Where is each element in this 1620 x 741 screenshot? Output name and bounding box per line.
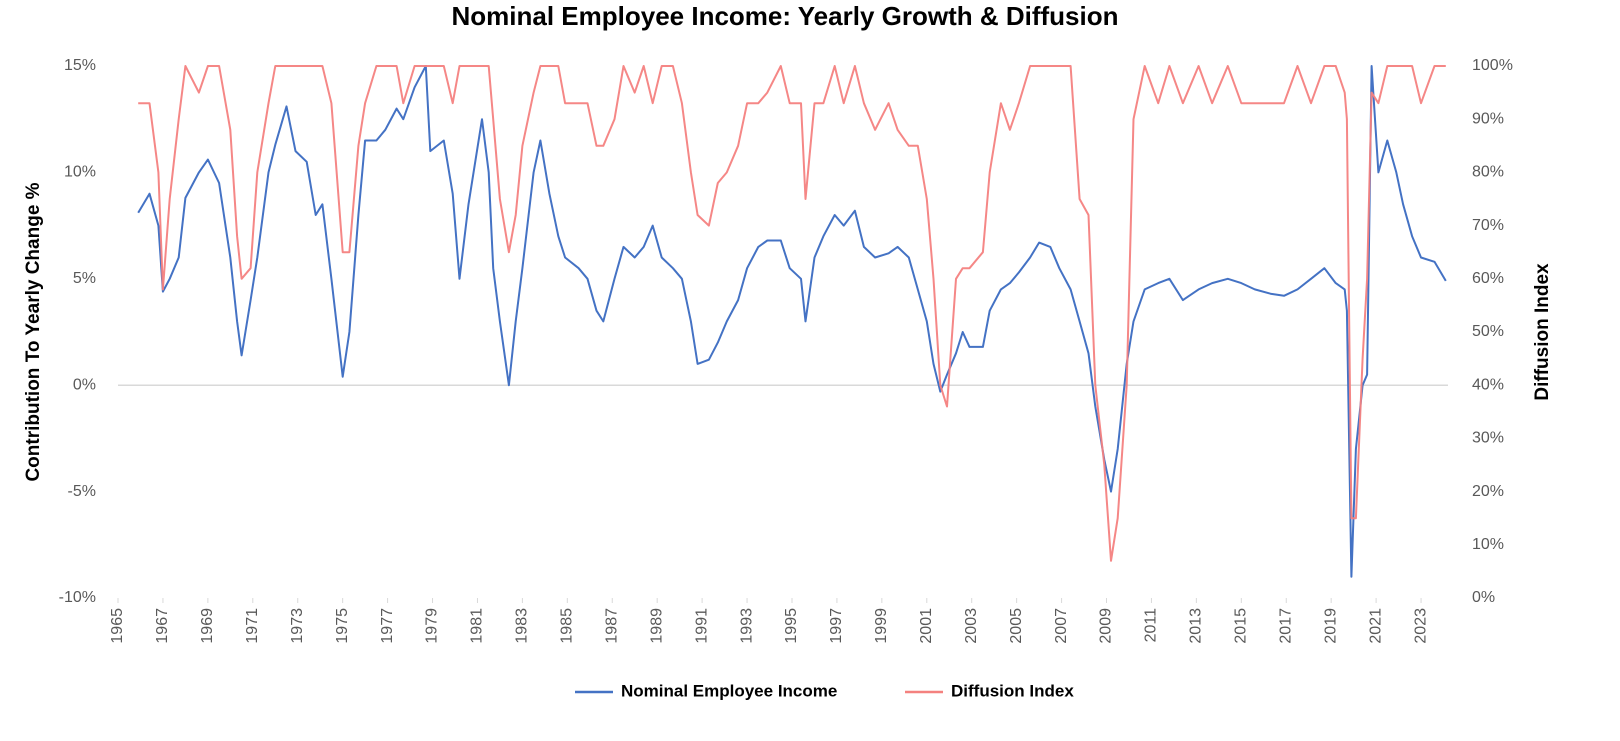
y2-tick-label: 80% [1472,164,1504,181]
x-tick-label: 2013 [1188,608,1205,644]
y2-tick-label: 70% [1472,217,1504,234]
x-tick-label: 2017 [1277,608,1294,644]
x-tick-label: 1993 [738,608,755,644]
x-tick-label: 2023 [1412,608,1429,644]
legend-label: Nominal Employee Income [621,681,837,700]
chart-title: Nominal Employee Income: Yearly Growth &… [452,1,1119,31]
y2-tick-label: 60% [1472,270,1504,287]
y2-tick-label: 0% [1472,589,1495,606]
x-tick-label: 1995 [783,608,800,644]
legend-label: Diffusion Index [951,681,1074,700]
y2-tick-label: 90% [1472,110,1504,127]
y-tick-label: 5% [73,270,96,287]
y-tick-label: -10% [59,589,96,606]
x-tick-label: 1981 [469,608,486,644]
y-tick-label: 10% [64,164,96,181]
x-tick-label: 2011 [1143,608,1160,643]
y2-tick-label: 20% [1472,483,1504,500]
x-tick-label: 1969 [199,608,216,644]
x-tick-label: 1979 [424,608,441,644]
x-tick-label: 1971 [244,608,261,644]
y-axis-title: Contribution To Yearly Change % [23,182,44,481]
x-tick-label: 1965 [109,608,126,644]
y2-tick-label: 40% [1472,376,1504,393]
series-line [138,65,1446,562]
x-tick-label: 1991 [693,608,710,644]
x-tick-label: 1967 [154,608,171,644]
y2-tick-label: 50% [1472,323,1504,340]
x-tick-label: 2009 [1098,608,1115,644]
x-tick-label: 1975 [334,608,351,644]
x-tick-label: 1983 [514,608,531,644]
y-tick-label: 15% [64,57,96,74]
y2-tick-label: 100% [1472,57,1513,74]
x-tick-label: 1997 [828,608,845,644]
x-tick-label: 2021 [1367,608,1384,644]
x-tick-label: 2019 [1322,608,1339,644]
x-tick-label: 1987 [603,608,620,644]
x-tick-label: 1985 [559,608,576,644]
x-tick-label: 2001 [918,608,935,644]
x-tick-label: 1989 [648,608,665,644]
x-tick-label: 1999 [873,608,890,644]
x-tick-label: 1973 [289,608,306,644]
series-line [137,65,1447,578]
x-tick-label: 1977 [379,608,396,644]
y2-tick-label: 30% [1472,430,1504,447]
x-tick-label: 2007 [1053,608,1070,644]
y2-tick-label: 10% [1472,536,1504,553]
y2-axis-title: Diffusion Index [1532,263,1553,401]
x-tick-label: 2015 [1233,608,1250,644]
x-tick-label: 2003 [963,608,980,644]
y-tick-label: -5% [68,483,96,500]
y-tick-label: 0% [73,376,96,393]
x-tick-label: 2005 [1008,608,1025,644]
